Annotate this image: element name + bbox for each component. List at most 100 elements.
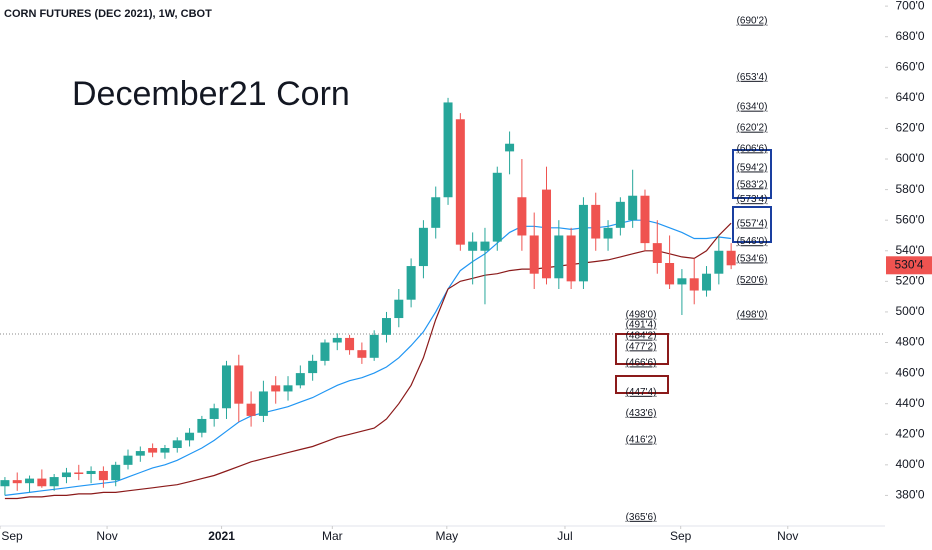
y-tick-label: 580'0 (896, 182, 925, 196)
candle-body (394, 299, 404, 319)
candle-body (74, 472, 84, 475)
level-label: (653'4) (737, 72, 768, 83)
candle-body (295, 373, 305, 386)
candle-body (234, 365, 244, 404)
level-label: (477'2) (626, 341, 657, 352)
candle-body (221, 365, 231, 409)
candle-body (591, 204, 601, 239)
highlight-box (615, 333, 669, 365)
highlight-box (732, 149, 772, 199)
candle-body (468, 241, 478, 251)
level-label: (498'0) (626, 310, 657, 321)
candle-body (714, 250, 724, 274)
level-label: (447'4) (626, 387, 657, 398)
candle-body (381, 318, 391, 335)
candle-body (406, 266, 416, 300)
chart-annotation: December21 Corn (72, 75, 350, 113)
candle-body (443, 102, 453, 198)
candle-body (25, 478, 35, 484)
candle-body (418, 227, 428, 267)
x-tick-label: 2021 (208, 529, 235, 543)
candle-body (369, 334, 379, 358)
y-tick-label: 500'0 (896, 304, 925, 318)
candle-body (689, 278, 699, 291)
y-tick-label: 680'0 (896, 29, 925, 43)
y-tick-label: 520'0 (896, 274, 925, 288)
candle-body (160, 448, 170, 453)
candle-body (61, 472, 71, 478)
candle-body (542, 189, 552, 279)
indicator-line (4, 219, 732, 496)
candle-body (652, 243, 662, 263)
candle-body (665, 263, 675, 285)
level-label: (534'6) (737, 253, 768, 264)
candle-body (37, 478, 47, 487)
candle-body (726, 250, 736, 266)
candle-body (320, 342, 330, 361)
level-label: (546'0) (737, 236, 768, 247)
x-tick-label: Mar (322, 529, 343, 543)
y-tick-label: 700'0 (896, 0, 925, 12)
candle-body (332, 337, 342, 343)
highlight-box (615, 375, 669, 394)
level-label: (416'2) (626, 435, 657, 446)
last-price-label: 530'4 (895, 257, 924, 271)
level-label: (433'6) (626, 408, 657, 419)
level-label: (466'6) (626, 357, 657, 368)
candle-body (505, 143, 515, 152)
indicator-line (4, 222, 732, 500)
candle-body (431, 197, 441, 228)
candle-body (566, 235, 576, 282)
candle-body (209, 408, 219, 419)
y-tick-label: 380'0 (896, 488, 925, 502)
chart-title: CORN FUTURES (DEC 2021), 1W, CBOT (4, 8, 212, 20)
candle-body (172, 440, 182, 449)
candle-body (185, 432, 195, 441)
level-label: (606'6) (737, 143, 768, 154)
y-tick-label: 640'0 (896, 90, 925, 104)
candle-body (86, 470, 96, 475)
y-tick-label: 480'0 (896, 335, 925, 349)
candle-body (197, 418, 207, 433)
candle-body (135, 451, 145, 456)
level-label: (491'4) (626, 320, 657, 331)
x-tick-label: Nov (777, 529, 798, 543)
candle-body (148, 448, 158, 453)
level-label: (365'6) (626, 512, 657, 523)
candle-body (123, 455, 133, 465)
candle-body (111, 464, 121, 481)
candle-body (49, 477, 59, 487)
candle-body (529, 235, 539, 274)
candle-body (98, 470, 108, 481)
level-label: (573'4) (737, 194, 768, 205)
y-tick-label: 540'0 (896, 243, 925, 257)
candle-body (517, 197, 527, 236)
candle-body (677, 278, 687, 285)
candle-body (554, 235, 564, 279)
level-label: (690'2) (737, 16, 768, 27)
level-label: (557'4) (737, 219, 768, 230)
last-price-box (886, 256, 932, 275)
candle-body (308, 360, 318, 374)
candle-body (628, 195, 638, 221)
candle-body (480, 241, 490, 251)
candle-body (246, 403, 256, 416)
candle-body (702, 273, 712, 291)
level-label: (634'0) (737, 102, 768, 113)
y-tick-label: 440'0 (896, 396, 925, 410)
x-tick-label: Sep (670, 529, 692, 543)
candle-body (12, 480, 22, 484)
x-tick-label: May (435, 529, 458, 543)
level-label: (594'2) (737, 162, 768, 173)
candle-body (283, 385, 293, 392)
y-tick-label: 620'0 (896, 121, 925, 135)
x-tick-label: Jul (557, 529, 572, 543)
level-label: (498'0) (737, 310, 768, 321)
candle-body (455, 119, 465, 245)
y-tick-label: 400'0 (896, 457, 925, 471)
y-tick-label: 600'0 (896, 151, 925, 165)
candle-body (615, 201, 625, 228)
candle-body (0, 480, 10, 487)
candle-body (492, 172, 502, 242)
